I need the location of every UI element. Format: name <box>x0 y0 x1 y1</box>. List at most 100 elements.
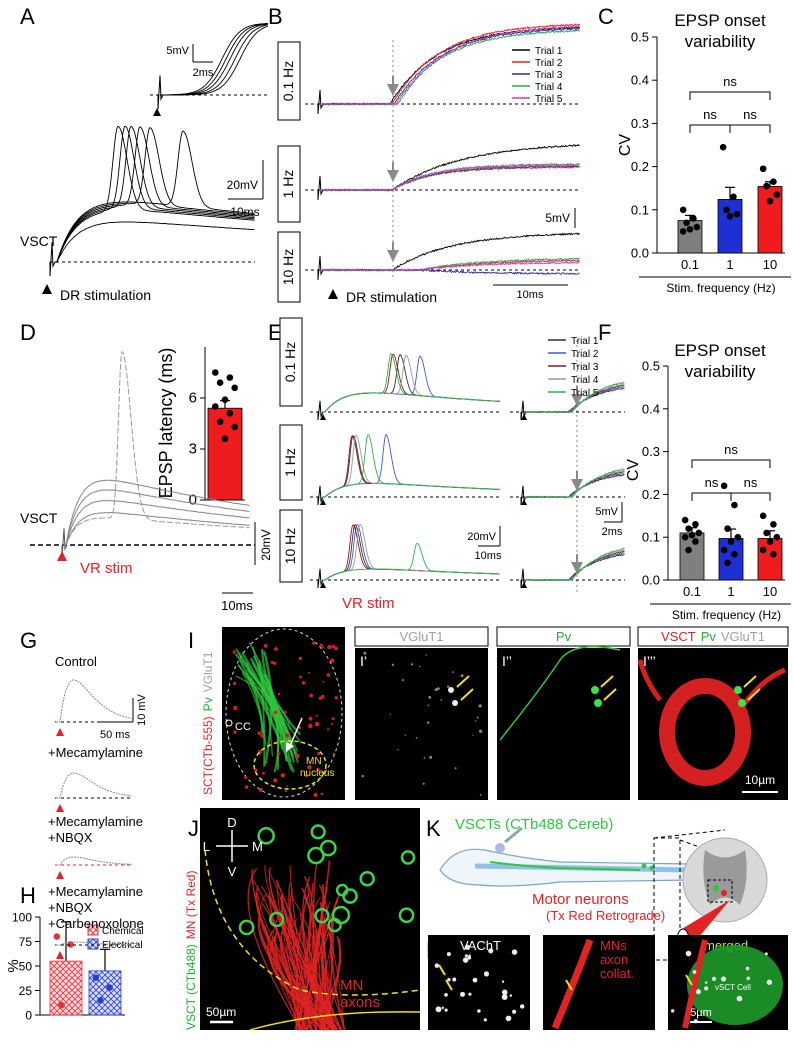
label-dot <box>308 723 313 729</box>
label-dot <box>478 704 482 708</box>
vacht-puncta <box>505 1015 512 1022</box>
label-dot <box>299 675 303 679</box>
label-dot <box>472 734 474 736</box>
pointer <box>743 675 757 688</box>
label: VSCT <box>20 233 58 249</box>
label-dot <box>434 688 438 692</box>
significance-label: ns <box>705 475 719 490</box>
legend-label: Trial 5 <box>535 94 563 105</box>
data-point <box>692 521 699 528</box>
axon <box>289 888 336 1031</box>
trace <box>159 23 268 96</box>
trace <box>55 125 255 263</box>
label: VSCT <box>20 510 58 526</box>
label-part: Pv <box>701 629 717 644</box>
label-dot <box>361 774 364 778</box>
data-point <box>106 984 113 991</box>
vacht-puncta <box>462 957 469 963</box>
bar <box>679 532 705 581</box>
trace <box>54 125 255 263</box>
trace <box>321 354 500 413</box>
vacht-puncta <box>468 992 472 996</box>
label: M <box>252 839 263 854</box>
fiber <box>235 675 291 731</box>
row-label: 10 Hz <box>282 528 298 565</box>
label: 20mV <box>467 531 496 543</box>
puncta <box>594 699 602 707</box>
significance-bracket <box>691 492 771 501</box>
y-axis-label: CV <box>617 134 634 157</box>
y-tick-label: 0.1 <box>631 202 649 217</box>
bar <box>757 538 783 581</box>
pointer <box>747 688 761 701</box>
data-point <box>759 512 767 520</box>
trace <box>321 434 500 498</box>
row-box <box>279 424 303 501</box>
label-dot <box>318 696 323 700</box>
trace <box>159 25 268 96</box>
label: 20mV <box>259 529 273 560</box>
condition-label: +Mecamylamine <box>48 814 143 829</box>
label-dot <box>415 737 418 739</box>
stim-marker <box>153 108 161 116</box>
axon <box>267 870 304 1031</box>
vacht-puncta <box>444 993 448 997</box>
vacht-puncta <box>464 954 468 958</box>
data-point <box>221 435 229 443</box>
label-dot <box>304 774 308 778</box>
cell-body <box>659 678 751 786</box>
trace <box>56 772 132 799</box>
data-point <box>766 538 774 545</box>
vacht-puncta <box>746 976 751 981</box>
label: DR stimulation <box>346 289 437 305</box>
label: VR stim <box>80 560 133 577</box>
trace <box>321 163 580 192</box>
panel-letter: C <box>598 4 614 29</box>
label-dot <box>440 699 443 701</box>
y-tick-label: 0.0 <box>642 573 660 588</box>
label: CC <box>235 721 251 733</box>
label-dot <box>397 748 399 751</box>
legend-swatch <box>87 924 99 936</box>
label: 5mV <box>545 211 570 225</box>
row-label: 0.1 Hz <box>280 61 296 101</box>
data-point <box>692 538 699 545</box>
channel-header: VGluT1 <box>399 629 443 644</box>
arrow-head <box>387 250 399 262</box>
data-point <box>58 1001 65 1009</box>
trace <box>321 257 580 272</box>
label-dot <box>258 787 263 792</box>
pointer <box>600 675 614 688</box>
y-tick-label: 0.2 <box>631 159 649 174</box>
label-part: VSCT <box>661 629 696 644</box>
label: L <box>203 839 210 854</box>
label: collat. <box>600 966 634 981</box>
puncta <box>734 686 742 694</box>
vacht-puncta <box>511 949 518 955</box>
vacht-puncta <box>704 981 708 984</box>
panel-letter: E <box>268 320 283 345</box>
channel-header: VSCT Pv VGluT1 <box>661 629 765 644</box>
data-point <box>766 197 774 205</box>
arrow-head <box>387 170 399 182</box>
trace <box>64 499 250 546</box>
label: DR stimulation <box>60 287 151 303</box>
legend-label: Trial 5 <box>571 388 599 399</box>
y-tick-label: 0.3 <box>642 444 660 459</box>
data-point <box>723 206 730 214</box>
label-part: Pv <box>201 697 215 711</box>
trace <box>524 381 625 414</box>
label-dot <box>315 714 318 717</box>
data-point <box>690 215 697 222</box>
trace <box>54 221 255 263</box>
micrograph <box>497 648 630 800</box>
puncta <box>591 686 599 694</box>
vacht-puncta <box>452 977 457 982</box>
data-point <box>693 223 701 231</box>
axon <box>297 882 314 1031</box>
sublabel: I’’ <box>502 653 512 669</box>
x-tick-label: 0.1 <box>683 584 701 599</box>
label-part: VGluT1 <box>399 629 443 644</box>
label-dot <box>423 757 426 759</box>
trace <box>321 29 580 106</box>
